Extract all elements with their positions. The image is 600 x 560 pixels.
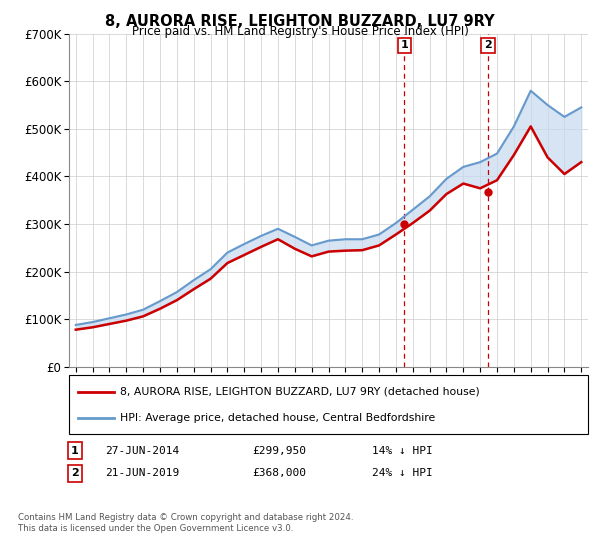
Text: 24% ↓ HPI: 24% ↓ HPI <box>372 468 433 478</box>
Text: 2: 2 <box>71 468 79 478</box>
Text: £299,950: £299,950 <box>252 446 306 456</box>
Text: 14% ↓ HPI: 14% ↓ HPI <box>372 446 433 456</box>
Text: 2: 2 <box>484 40 492 50</box>
Text: £368,000: £368,000 <box>252 468 306 478</box>
Text: Price paid vs. HM Land Registry's House Price Index (HPI): Price paid vs. HM Land Registry's House … <box>131 25 469 38</box>
Text: 8, AURORA RISE, LEIGHTON BUZZARD, LU7 9RY: 8, AURORA RISE, LEIGHTON BUZZARD, LU7 9R… <box>105 14 495 29</box>
Text: 21-JUN-2019: 21-JUN-2019 <box>105 468 179 478</box>
Text: This data is licensed under the Open Government Licence v3.0.: This data is licensed under the Open Gov… <box>18 524 293 533</box>
Text: 1: 1 <box>71 446 79 456</box>
Text: 8, AURORA RISE, LEIGHTON BUZZARD, LU7 9RY (detached house): 8, AURORA RISE, LEIGHTON BUZZARD, LU7 9R… <box>120 386 480 396</box>
Text: HPI: Average price, detached house, Central Bedfordshire: HPI: Average price, detached house, Cent… <box>120 413 435 423</box>
Text: 27-JUN-2014: 27-JUN-2014 <box>105 446 179 456</box>
Text: 1: 1 <box>400 40 408 50</box>
Text: Contains HM Land Registry data © Crown copyright and database right 2024.: Contains HM Land Registry data © Crown c… <box>18 513 353 522</box>
